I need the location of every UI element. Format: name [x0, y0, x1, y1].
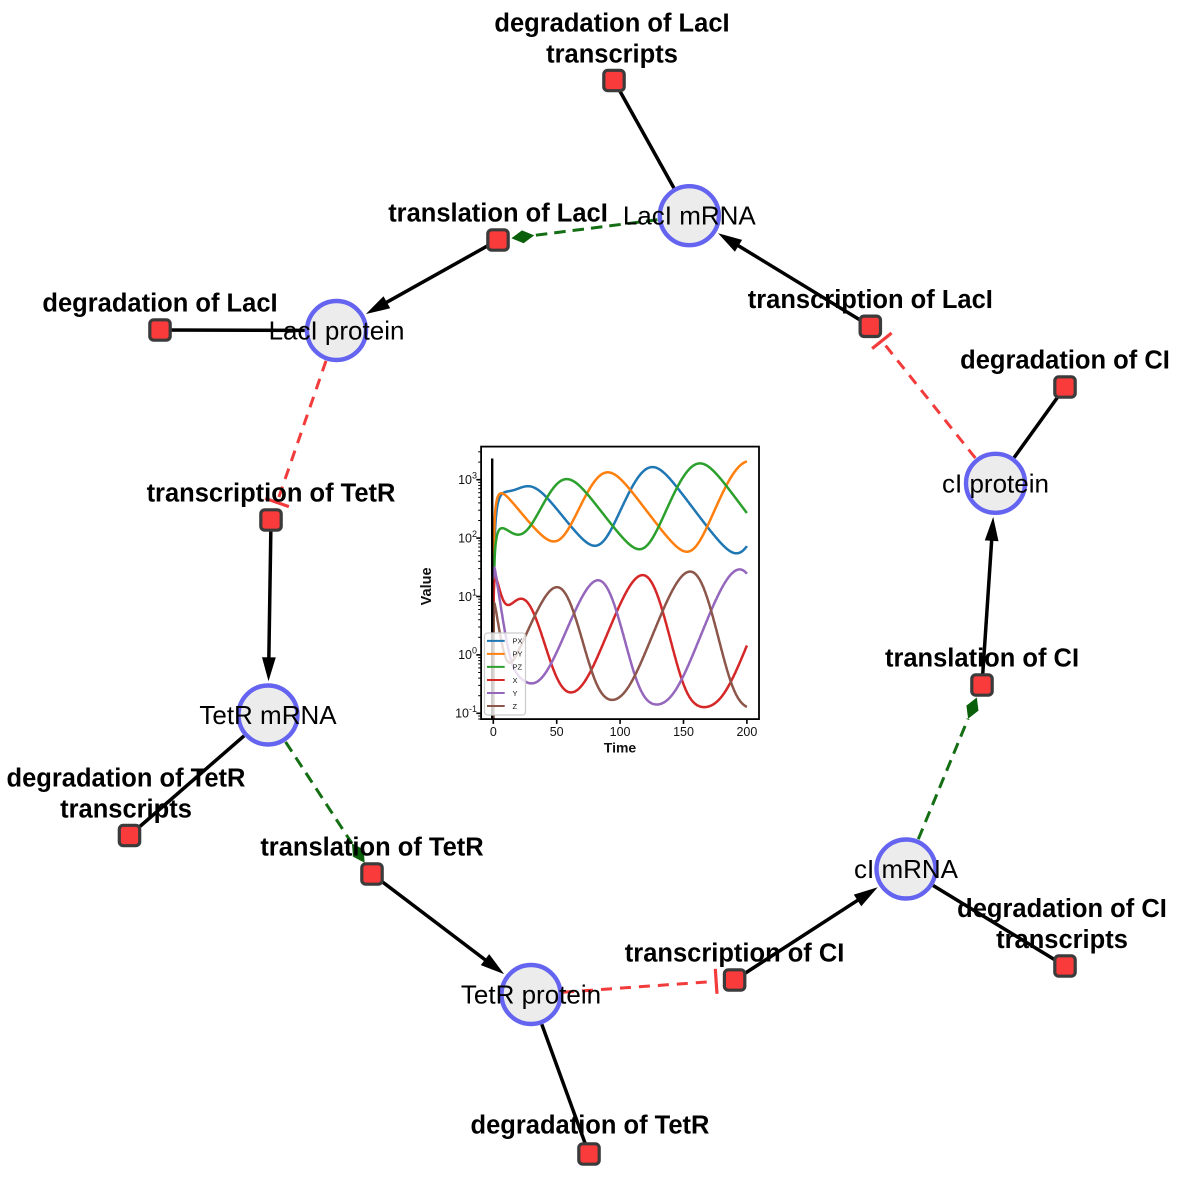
- svg-text:translation of LacI: translation of LacI: [388, 200, 608, 228]
- svg-text:transcripts: transcripts: [996, 926, 1128, 954]
- svg-text:PY: PY: [513, 650, 523, 659]
- svg-text:translation of CI: translation of CI: [885, 645, 1079, 673]
- svg-text:Z: Z: [513, 702, 518, 711]
- svg-text:150: 150: [673, 725, 694, 739]
- svg-text:cI protein: cI protein: [942, 468, 1049, 498]
- svg-text:transcription of CI: transcription of CI: [625, 940, 845, 968]
- svg-text:LacI protein: LacI protein: [269, 316, 405, 346]
- svg-text:LacI mRNA: LacI mRNA: [623, 201, 757, 231]
- svg-text:transcription of TetR: transcription of TetR: [147, 480, 396, 508]
- svg-text:TetR protein: TetR protein: [461, 980, 601, 1010]
- svg-text:translation of TetR: translation of TetR: [260, 834, 483, 862]
- svg-text:transcription of LacI: transcription of LacI: [748, 286, 993, 314]
- svg-text:100: 100: [610, 725, 631, 739]
- svg-text:Time: Time: [604, 740, 637, 756]
- svg-text:PZ: PZ: [513, 663, 523, 672]
- svg-text:degradation of LacI: degradation of LacI: [494, 10, 729, 38]
- svg-text:Y: Y: [513, 689, 518, 698]
- svg-text:degradation of CI: degradation of CI: [960, 347, 1170, 375]
- svg-text:TetR mRNA: TetR mRNA: [199, 700, 337, 730]
- svg-text:degradation of LacI: degradation of LacI: [42, 290, 277, 318]
- svg-text:degradation of TetR: degradation of TetR: [471, 1112, 710, 1140]
- svg-text:X: X: [513, 676, 518, 685]
- svg-text:cI mRNA: cI mRNA: [854, 854, 959, 884]
- svg-text:200: 200: [736, 725, 757, 739]
- svg-text:PX: PX: [513, 637, 523, 646]
- svg-text:transcripts: transcripts: [60, 796, 192, 824]
- svg-text:degradation of CI: degradation of CI: [957, 895, 1167, 923]
- svg-text:50: 50: [550, 725, 564, 739]
- svg-text:transcripts: transcripts: [546, 41, 678, 69]
- svg-text:Value: Value: [419, 567, 435, 605]
- svg-text:degradation of TetR: degradation of TetR: [7, 765, 246, 793]
- svg-text:0: 0: [490, 725, 497, 739]
